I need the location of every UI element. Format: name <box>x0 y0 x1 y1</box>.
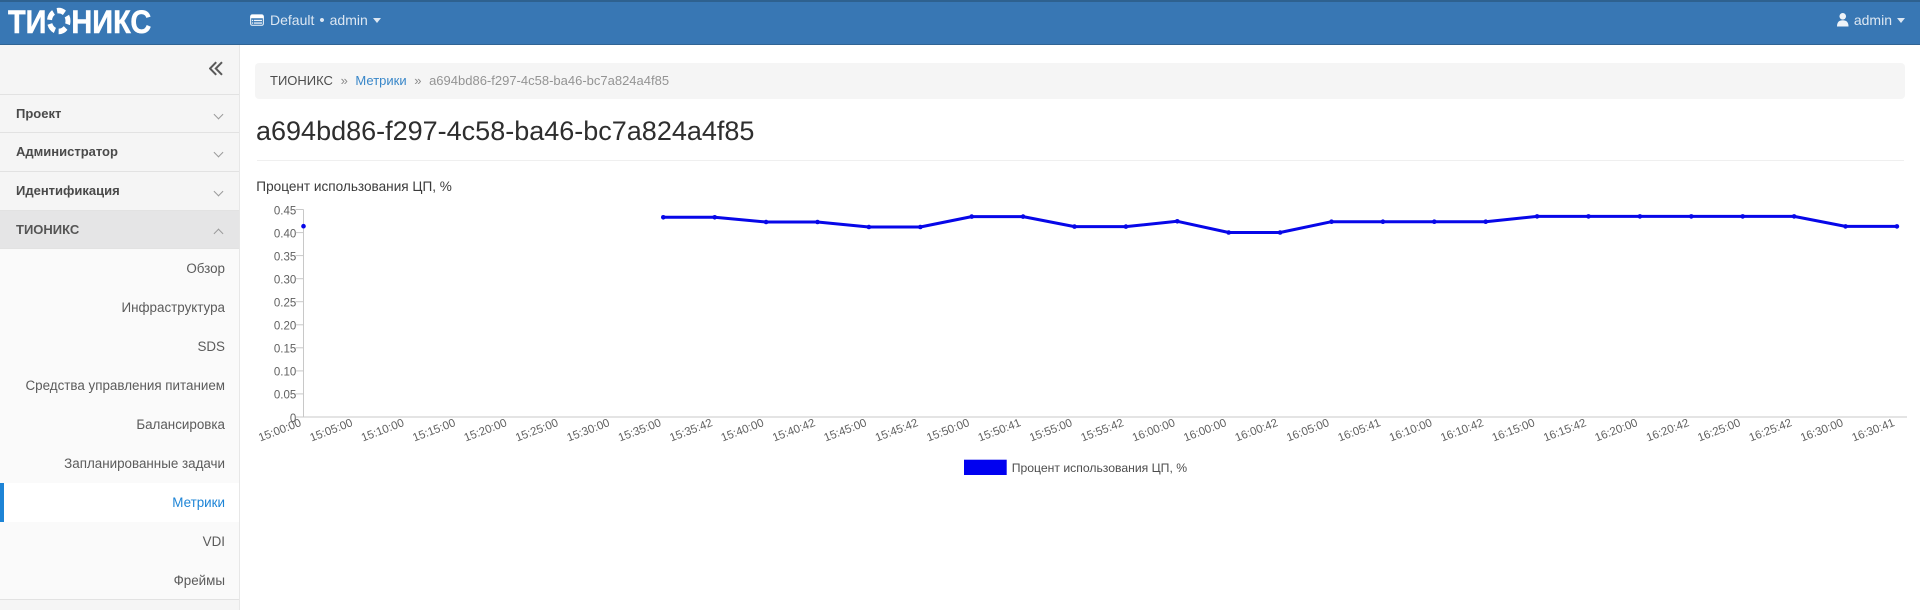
svg-text:15:55:00: 15:55:00 <box>1028 417 1074 444</box>
svg-text:16:05:41: 16:05:41 <box>1336 417 1382 444</box>
svg-text:15:20:00: 15:20:00 <box>463 417 509 444</box>
svg-text:16:20:00: 16:20:00 <box>1593 417 1639 444</box>
svg-text:16:00:42: 16:00:42 <box>1234 417 1280 444</box>
svg-text:15:30:00: 15:30:00 <box>565 417 611 444</box>
svg-text:15:00:00: 15:00:00 <box>257 417 303 444</box>
svg-text:0.30: 0.30 <box>274 275 296 287</box>
svg-text:15:50:41: 15:50:41 <box>977 417 1023 444</box>
svg-text:0.05: 0.05 <box>274 390 296 402</box>
svg-text:0.20: 0.20 <box>274 321 296 333</box>
svg-text:16:00:00: 16:00:00 <box>1182 417 1228 444</box>
svg-text:15:25:00: 15:25:00 <box>514 417 560 444</box>
svg-text:16:30:41: 16:30:41 <box>1850 417 1896 444</box>
svg-text:15:50:00: 15:50:00 <box>925 417 971 444</box>
svg-text:16:15:42: 16:15:42 <box>1542 417 1588 444</box>
svg-text:Процент использования ЦП, %: Процент использования ЦП, % <box>256 179 452 194</box>
svg-text:15:35:42: 15:35:42 <box>668 417 714 444</box>
svg-text:15:15:00: 15:15:00 <box>411 417 457 444</box>
svg-text:15:40:00: 15:40:00 <box>720 417 766 444</box>
svg-text:16:10:00: 16:10:00 <box>1388 417 1434 444</box>
svg-text:16:00:00: 16:00:00 <box>1131 417 1177 444</box>
svg-text:15:45:00: 15:45:00 <box>822 417 868 444</box>
svg-text:15:45:42: 15:45:42 <box>874 417 920 444</box>
svg-text:0.35: 0.35 <box>274 251 296 263</box>
svg-text:0.25: 0.25 <box>274 298 296 310</box>
svg-text:15:10:00: 15:10:00 <box>360 417 406 444</box>
svg-text:15:05:00: 15:05:00 <box>308 417 354 444</box>
svg-text:15:55:42: 15:55:42 <box>1079 417 1125 444</box>
svg-text:0.40: 0.40 <box>274 228 296 240</box>
svg-text:16:05:00: 16:05:00 <box>1285 417 1331 444</box>
svg-text:15:40:42: 15:40:42 <box>771 417 817 444</box>
svg-text:16:25:00: 16:25:00 <box>1696 417 1742 444</box>
svg-text:0.45: 0.45 <box>274 205 296 217</box>
svg-text:0.10: 0.10 <box>274 367 296 379</box>
svg-text:16:10:42: 16:10:42 <box>1439 417 1485 444</box>
svg-text:0.15: 0.15 <box>274 344 296 356</box>
svg-text:Процент использования ЦП, %: Процент использования ЦП, % <box>1012 461 1188 475</box>
svg-text:16:25:42: 16:25:42 <box>1748 417 1794 444</box>
svg-text:16:20:42: 16:20:42 <box>1645 417 1691 444</box>
svg-text:16:15:00: 16:15:00 <box>1491 417 1537 444</box>
svg-text:0: 0 <box>290 413 296 425</box>
svg-text:15:35:00: 15:35:00 <box>617 417 663 444</box>
svg-text:16:30:00: 16:30:00 <box>1799 417 1845 444</box>
